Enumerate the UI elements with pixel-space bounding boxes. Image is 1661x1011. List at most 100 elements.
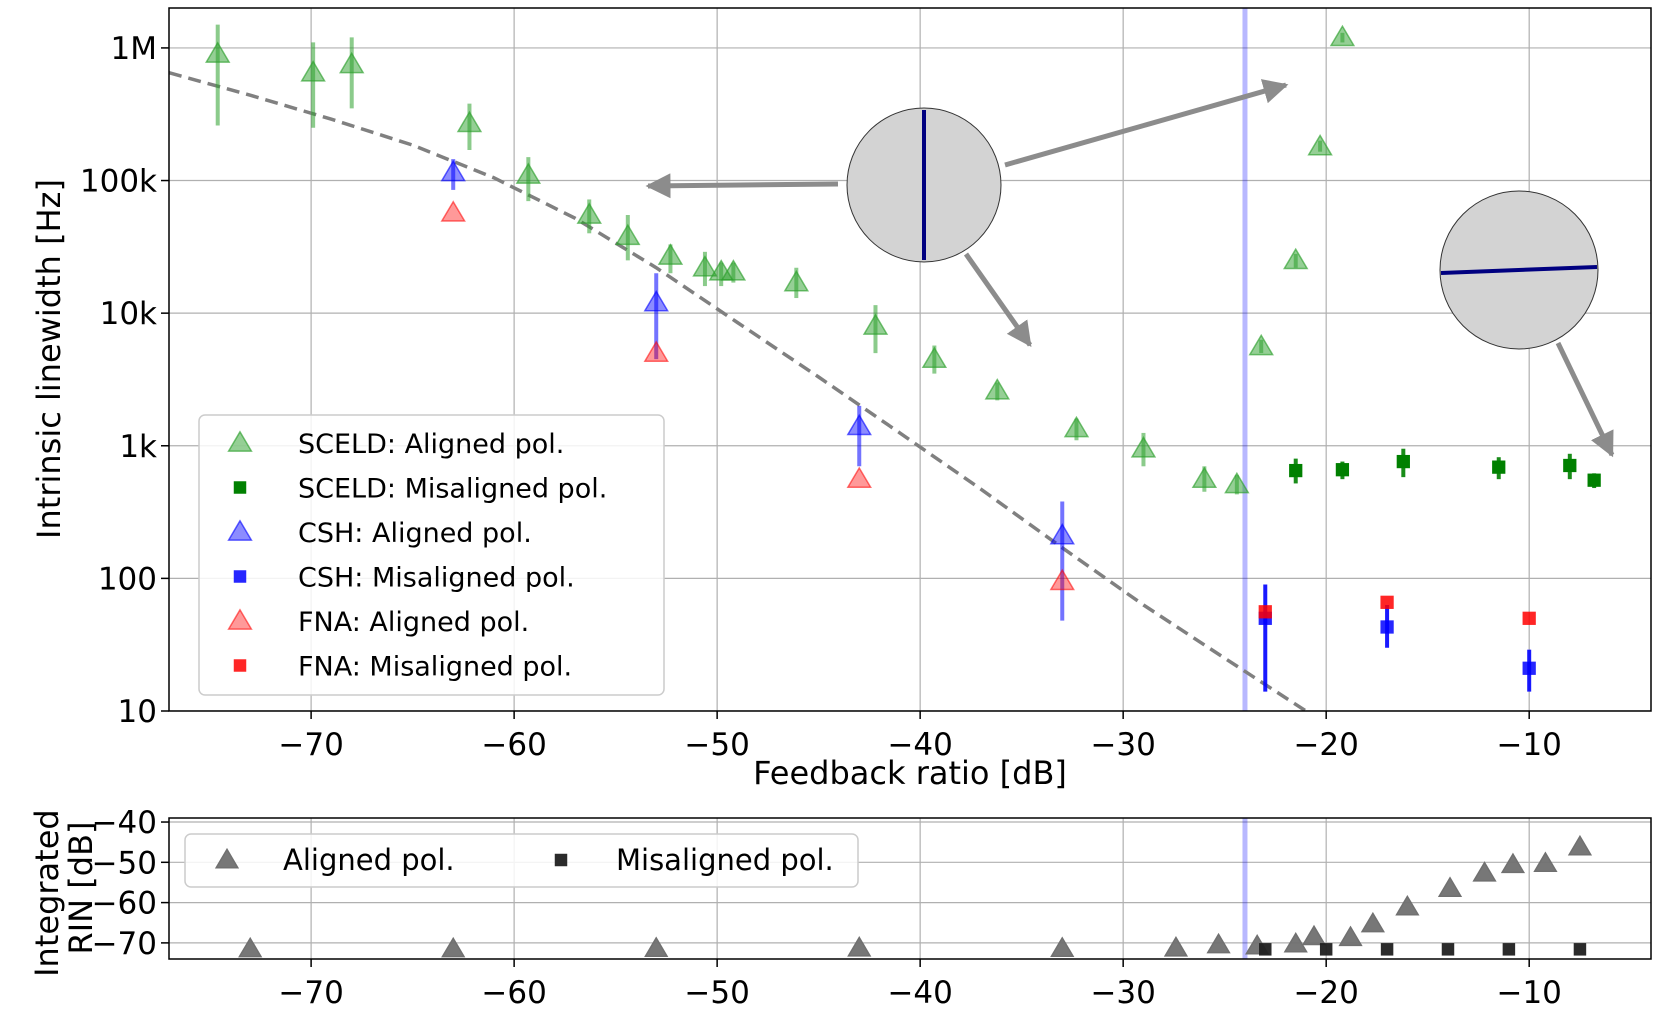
sceld-aligned-pol-point	[456, 110, 483, 133]
linewidth-markers	[205, 24, 1601, 675]
linewidth-y-tick-label: 1k	[119, 429, 157, 465]
rin-y-axis-title-line1: Integrated	[28, 809, 66, 977]
rin-y-tick-label: −50	[92, 845, 157, 881]
rin-y-axis-title: Integrated RIN [dB]	[28, 799, 100, 977]
linewidth-ticks: −70 −60 −50 −40 −30 −20 −10 10 100 1k 10k 100k 1M	[80, 31, 1562, 763]
sceld-aligned-pol-point	[692, 255, 718, 277]
rin-x-tick-label: −10	[1496, 975, 1561, 1011]
rin-y-axis-title-line2: RIN [dB]	[62, 821, 100, 954]
sceld-aligned-pol-point	[862, 313, 889, 335]
sceld-aligned-pol-point	[338, 51, 365, 74]
legend-label-4: FNA: Aligned pol.	[298, 607, 529, 638]
rin-legend-marker-1	[554, 853, 568, 867]
rin-aligned-pol-point	[1567, 834, 1593, 856]
annotation-arrow-right	[1004, 79, 1289, 168]
reference-curve	[169, 71, 1307, 711]
linewidth-legend: SCELD: Aligned pol. SCELD: Misaligned pol…	[198, 414, 665, 696]
rin-aligned-pol-point	[1206, 932, 1231, 954]
rin-aligned-pol-point	[1301, 924, 1327, 946]
rin-x-tick-label: −50	[684, 975, 749, 1011]
rin-aligned-pol-point	[1533, 851, 1558, 872]
rin-legend-label-1: Misaligned pol.	[616, 843, 834, 877]
sceld-aligned-pol-point	[1224, 471, 1250, 494]
linewidth-y-axis-title: Intrinsic linewidth [Hz]	[30, 179, 68, 539]
linewidth-x-tick-label: −20	[1293, 727, 1358, 763]
linewidth-y-tick-label: 100k	[80, 164, 157, 200]
rin-misaligned-pol-point	[1259, 943, 1272, 956]
rin-y-tick-label: −40	[92, 805, 157, 841]
rin-legend: Aligned pol. Misaligned pol.	[184, 833, 859, 888]
linewidth-x-tick-label: −60	[481, 727, 546, 763]
annotation-arrow-down-right	[1555, 341, 1615, 458]
sceld-misaligned-pol-point	[1563, 458, 1577, 473]
csh-aligned-pol-point	[643, 289, 669, 312]
linewidth-legend-box	[198, 414, 665, 696]
rin-misaligned-pol-point	[1573, 943, 1587, 956]
rin-aligned-pol-point	[1163, 936, 1189, 957]
rin-aligned-pol-point	[1338, 925, 1363, 947]
linewidth-y-tick-label: 10k	[100, 296, 157, 332]
sceld-aligned-pol-point	[1130, 436, 1157, 458]
rin-axes-frame	[168, 817, 1652, 960]
rin-y-tick-label: −70	[92, 926, 157, 962]
sceld-misaligned-pol-point	[1289, 463, 1303, 478]
csh-aligned-pol-point	[440, 159, 466, 182]
csh-aligned-pol-point	[1049, 522, 1075, 545]
fna-misaligned-pol-point	[1258, 605, 1272, 619]
fna-aligned-pol-point	[440, 200, 466, 222]
sceld-aligned-pol-point	[1063, 415, 1090, 438]
linewidth-panel: −70 −60 −50 −40 −30 −20 −10 10 100 1k 10k 100k 1M Fe…	[30, 7, 1652, 792]
sceld-aligned-pol-point	[1191, 466, 1218, 489]
annotation-arrow-left	[645, 173, 839, 199]
sceld-aligned-pol-point	[1329, 24, 1356, 47]
csh-misaligned-pol-point	[1380, 620, 1394, 634]
rin-aligned-pol-point	[238, 936, 263, 958]
linewidth-x-axis-title: Feedback ratio [dB]	[753, 754, 1067, 792]
fna-misaligned-pol-point	[1522, 611, 1536, 625]
linewidth-axes-frame	[168, 7, 1652, 712]
rin-aligned-pol-point	[847, 936, 872, 957]
sceld-aligned-pol-point	[205, 41, 231, 63]
csh-aligned-pol-point	[846, 413, 872, 436]
linewidth-x-tick-label: −50	[684, 727, 749, 763]
rin-x-tick-label: −60	[481, 975, 546, 1011]
csh-misaligned-pol-point	[1522, 661, 1536, 675]
linewidth-x-tick-label: −40	[887, 727, 952, 763]
sceld-aligned-pol-point	[720, 259, 747, 281]
aligned-polarization-icon	[846, 107, 1002, 263]
sceld-misaligned-pol-point	[1587, 473, 1601, 487]
rin-aligned-pol-point	[441, 936, 466, 958]
misaligned-polarization-icon	[1439, 190, 1599, 350]
legend-marker-4	[227, 608, 253, 630]
sceld-aligned-pol-point	[984, 378, 1011, 400]
sceld-aligned-pol-point	[615, 223, 641, 246]
sceld-aligned-pol-point	[515, 162, 542, 184]
rin-aligned-pol-point	[1050, 936, 1075, 957]
rin-misaligned-pol-point	[1502, 943, 1516, 956]
rin-y-tick-label: −60	[92, 886, 157, 922]
legend-label-1: SCELD: Misaligned pol.	[298, 474, 607, 505]
fna-aligned-pol-point	[846, 466, 872, 489]
legend-marker-3	[233, 570, 247, 583]
rin-misaligned-pol-point	[1319, 943, 1333, 956]
sceld-misaligned-pol-point	[1335, 463, 1350, 477]
sceld-misaligned-pol-point	[1492, 460, 1506, 474]
rin-legend-marker-0	[214, 847, 240, 869]
sceld-aligned-pol-point	[1248, 333, 1274, 356]
linewidth-y-tick-label: 10	[118, 694, 157, 730]
legend-marker-1	[233, 481, 247, 494]
rin-x-tick-label: −30	[1090, 975, 1155, 1011]
legend-label-2: CSH: Aligned pol.	[298, 518, 532, 549]
fna-aligned-pol-point	[643, 340, 669, 362]
legend-label-0: SCELD: Aligned pol.	[298, 429, 564, 460]
rin-aligned-pol-point	[1472, 861, 1497, 882]
rin-x-tick-label: −20	[1293, 975, 1358, 1011]
annotation-arrow-down	[963, 252, 1033, 348]
rin-aligned-pol-point	[1360, 911, 1385, 933]
rin-legend-label-0: Aligned pol.	[283, 843, 455, 877]
legend-marker-2	[227, 519, 253, 541]
linewidth-x-tick-label: −70	[278, 727, 343, 763]
rin-aligned-pol-point	[1437, 876, 1463, 897]
legend-label-5: FNA: Misaligned pol.	[298, 652, 572, 683]
